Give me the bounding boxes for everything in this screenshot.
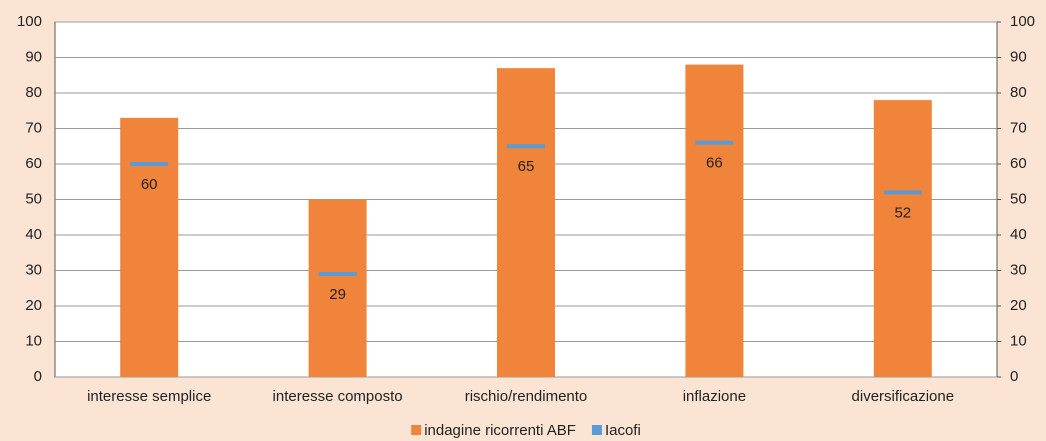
y-tick-label: 30 (25, 261, 42, 278)
data-label: 66 (706, 155, 723, 172)
data-label: 60 (141, 176, 158, 193)
legend-swatch (591, 425, 602, 435)
bar (497, 68, 555, 378)
y-tick-label: 10 (25, 332, 42, 349)
y2-tick-label: 20 (1010, 297, 1027, 314)
y2-tick-label: 90 (1010, 48, 1027, 65)
legend-label: Iacofi (605, 422, 641, 439)
bar (873, 100, 932, 377)
y2-tick-label: 80 (1010, 84, 1027, 101)
y-tick-label: 80 (25, 84, 42, 101)
y2-tick-label: 40 (1010, 226, 1027, 243)
y2-tick-label: 50 (1010, 190, 1027, 207)
y2-tick-label: 10 (1010, 332, 1027, 349)
y-tick-label: 0 (34, 368, 42, 385)
y2-tick-label: 30 (1010, 261, 1027, 278)
x-tick-label: interesse semplice (87, 388, 211, 405)
y2-tick-label: 0 (1010, 368, 1018, 385)
y-tick-label: 90 (25, 48, 42, 65)
y-tick-label: 40 (25, 226, 42, 243)
bar (120, 117, 179, 377)
y-tick-label: 20 (25, 297, 42, 314)
bar (308, 199, 367, 377)
legend-swatch (411, 425, 422, 435)
y-tick-label: 70 (25, 119, 42, 136)
data-label: 65 (518, 158, 535, 175)
y2-tick-label: 60 (1010, 155, 1027, 172)
y-tick-label: 60 (25, 155, 42, 172)
x-tick-label: interesse composto (273, 388, 403, 405)
x-tick-label: rischio/rendimento (465, 388, 588, 405)
x-tick-label: inflazione (683, 388, 746, 405)
y-tick-label: 100 (17, 13, 42, 30)
x-tick-label: diversificazione (852, 388, 955, 405)
y2-tick-label: 100 (1010, 13, 1035, 30)
legend-label: indagine ricorrenti ABF (424, 422, 576, 439)
y-tick-label: 50 (25, 190, 42, 207)
data-label: 29 (329, 286, 346, 303)
y2-tick-label: 70 (1010, 119, 1027, 136)
data-label: 52 (894, 204, 911, 221)
bar (685, 64, 744, 377)
